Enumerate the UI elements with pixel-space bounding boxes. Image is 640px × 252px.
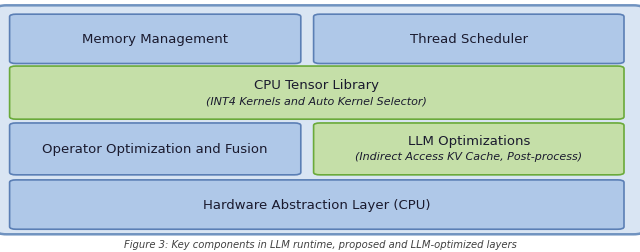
- Text: LLM Optimizations: LLM Optimizations: [408, 135, 530, 148]
- Text: Hardware Abstraction Layer (CPU): Hardware Abstraction Layer (CPU): [203, 198, 431, 211]
- Text: (Indirect Access KV Cache, Post-process): (Indirect Access KV Cache, Post-process): [355, 152, 582, 162]
- FancyBboxPatch shape: [314, 15, 624, 64]
- FancyBboxPatch shape: [10, 67, 624, 120]
- FancyBboxPatch shape: [0, 6, 640, 234]
- FancyBboxPatch shape: [314, 123, 624, 175]
- FancyBboxPatch shape: [10, 123, 301, 175]
- FancyBboxPatch shape: [10, 15, 301, 64]
- Text: CPU Tensor Library: CPU Tensor Library: [254, 79, 380, 92]
- Text: Thread Scheduler: Thread Scheduler: [410, 33, 528, 46]
- Text: Figure 3: Key components in LLM runtime, proposed and LLM-optimized layers: Figure 3: Key components in LLM runtime,…: [124, 239, 516, 249]
- Text: (INT4 Kernels and Auto Kernel Selector): (INT4 Kernels and Auto Kernel Selector): [206, 96, 428, 106]
- Text: Operator Optimization and Fusion: Operator Optimization and Fusion: [42, 143, 268, 156]
- Text: Memory Management: Memory Management: [82, 33, 228, 46]
- FancyBboxPatch shape: [10, 180, 624, 229]
